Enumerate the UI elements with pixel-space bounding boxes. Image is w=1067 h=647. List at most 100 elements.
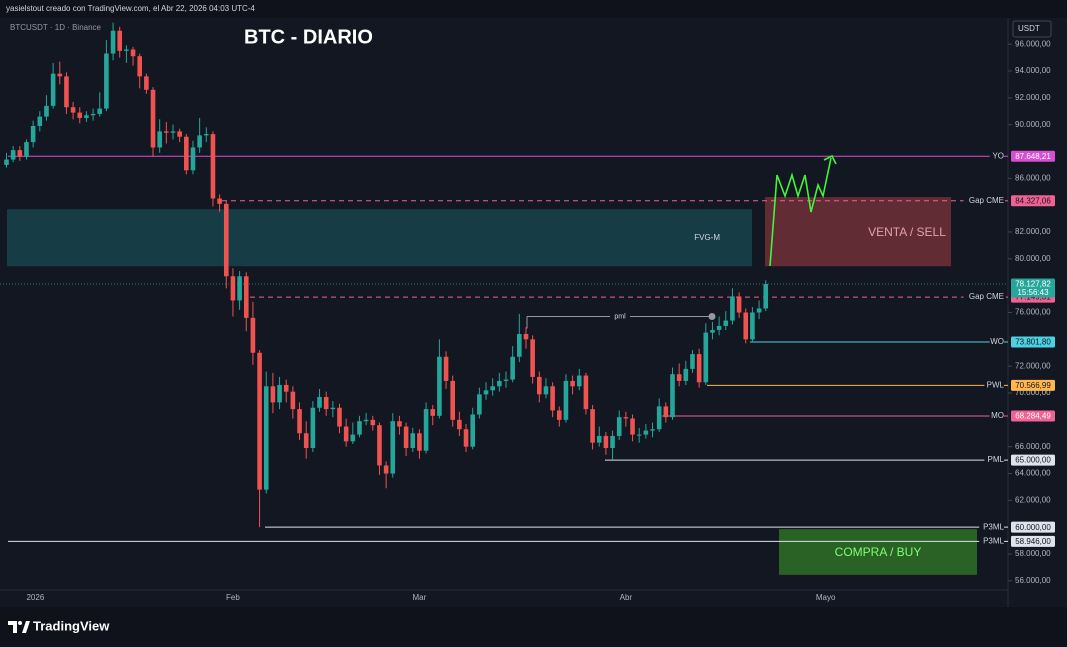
candle-body bbox=[383, 465, 389, 474]
candle-body bbox=[303, 433, 309, 449]
level-label-bg bbox=[984, 455, 1004, 466]
candle-body bbox=[237, 276, 242, 301]
price-badge bbox=[1011, 195, 1055, 207]
x-tick-label: Feb bbox=[226, 593, 240, 602]
candle-body bbox=[517, 333, 522, 357]
logo-mark bbox=[8, 621, 17, 633]
candle-body bbox=[723, 320, 729, 326]
candle-body bbox=[477, 394, 482, 415]
price-badge-label: 58.946,00 bbox=[1015, 537, 1051, 546]
candle-body bbox=[343, 426, 349, 442]
candle-body bbox=[550, 386, 555, 411]
price-badge bbox=[1011, 336, 1055, 348]
level-label: YO bbox=[992, 151, 1004, 160]
price-badge bbox=[1011, 454, 1055, 466]
zone bbox=[7, 209, 752, 267]
candle-body bbox=[50, 73, 56, 106]
zone-label: VENTA / SELL bbox=[868, 225, 946, 239]
price-badge bbox=[1011, 410, 1055, 422]
candle-body bbox=[430, 409, 436, 416]
logo-dot bbox=[18, 621, 22, 625]
level-label-bg bbox=[979, 536, 1004, 547]
unit-label: USDT bbox=[1018, 24, 1040, 33]
candle-body bbox=[390, 421, 396, 474]
y-tick-label: 66.000,00 bbox=[1015, 442, 1051, 451]
candle-body bbox=[10, 150, 16, 160]
price-badge-label: 84.327,06 bbox=[1015, 196, 1051, 205]
candle-body bbox=[410, 433, 416, 449]
level-label-bg bbox=[989, 411, 1004, 422]
brand-name: TradingView bbox=[33, 618, 110, 633]
level-label-bg bbox=[963, 195, 1004, 206]
candle-body bbox=[417, 433, 422, 451]
candle-body bbox=[510, 356, 515, 380]
candle-body bbox=[756, 308, 762, 313]
level-label: PML bbox=[988, 455, 1005, 464]
level-label: Gap CME bbox=[969, 292, 1004, 301]
y-tick-label: 62.000,00 bbox=[1015, 495, 1051, 504]
candle-body bbox=[363, 419, 369, 422]
price-badge-label: 70.566,99 bbox=[1015, 381, 1051, 390]
candle-body bbox=[130, 49, 136, 57]
candle-body bbox=[730, 296, 735, 321]
candle-body bbox=[610, 435, 615, 449]
candle-body bbox=[523, 333, 529, 340]
candle-body bbox=[750, 312, 755, 340]
candle-body bbox=[243, 276, 249, 318]
candle-body bbox=[184, 136, 189, 171]
price-badge bbox=[1011, 150, 1055, 162]
header-text: yasielstout creado con TradingView.com, … bbox=[6, 4, 255, 13]
candle-body bbox=[556, 410, 562, 420]
candle-body bbox=[490, 386, 495, 391]
candle-body bbox=[317, 397, 322, 408]
candle-body bbox=[164, 131, 169, 133]
candle-body bbox=[263, 386, 269, 490]
candle-body bbox=[377, 425, 382, 466]
candle-body bbox=[656, 406, 662, 430]
candle-body bbox=[596, 435, 602, 443]
candle-body bbox=[223, 203, 229, 277]
candle-body bbox=[137, 56, 142, 77]
y-tick-label: 72.000,00 bbox=[1015, 361, 1051, 370]
price-badge-label: 60.000,00 bbox=[1015, 523, 1051, 532]
price-badge bbox=[1011, 379, 1055, 391]
level-label: WO bbox=[990, 337, 1004, 346]
candle-body bbox=[636, 434, 642, 436]
zone bbox=[779, 529, 977, 575]
candle-body bbox=[763, 283, 769, 309]
candles-layer bbox=[4, 22, 769, 528]
unit-box[interactable] bbox=[1012, 20, 1052, 38]
candle-body bbox=[297, 409, 302, 434]
candle-body bbox=[124, 49, 129, 51]
candle-body bbox=[736, 296, 742, 313]
top-bar bbox=[0, 0, 1067, 18]
y-tick-label: 92.000,00 bbox=[1015, 93, 1051, 102]
candle-body bbox=[483, 390, 489, 395]
candle-body bbox=[37, 116, 43, 127]
zone-label: FVG-M bbox=[694, 233, 720, 242]
candle-body bbox=[630, 418, 635, 435]
price-badge-label: 65.000,00 bbox=[1015, 456, 1051, 465]
y-tick-label: 70.000,00 bbox=[1015, 388, 1051, 397]
candle-body bbox=[743, 312, 749, 340]
logo-slash bbox=[22, 621, 30, 633]
candle-body bbox=[563, 380, 569, 420]
candle-body bbox=[44, 105, 49, 117]
candle-body bbox=[90, 113, 96, 116]
candle-body bbox=[170, 131, 176, 133]
zone-label: COMPRA / BUY bbox=[835, 545, 922, 559]
candle-body bbox=[357, 421, 362, 435]
candle-body bbox=[144, 76, 149, 90]
y-tick-label: 82.000,00 bbox=[1015, 227, 1051, 236]
candle-body bbox=[683, 368, 689, 381]
level-label: Gap CME bbox=[969, 196, 1004, 205]
candle-body bbox=[623, 417, 629, 419]
candle-body bbox=[576, 375, 582, 387]
candle-body bbox=[530, 339, 535, 377]
candle-body bbox=[70, 107, 76, 113]
candle-body bbox=[710, 329, 715, 333]
candle-body bbox=[30, 126, 36, 143]
candle-body bbox=[157, 131, 162, 148]
